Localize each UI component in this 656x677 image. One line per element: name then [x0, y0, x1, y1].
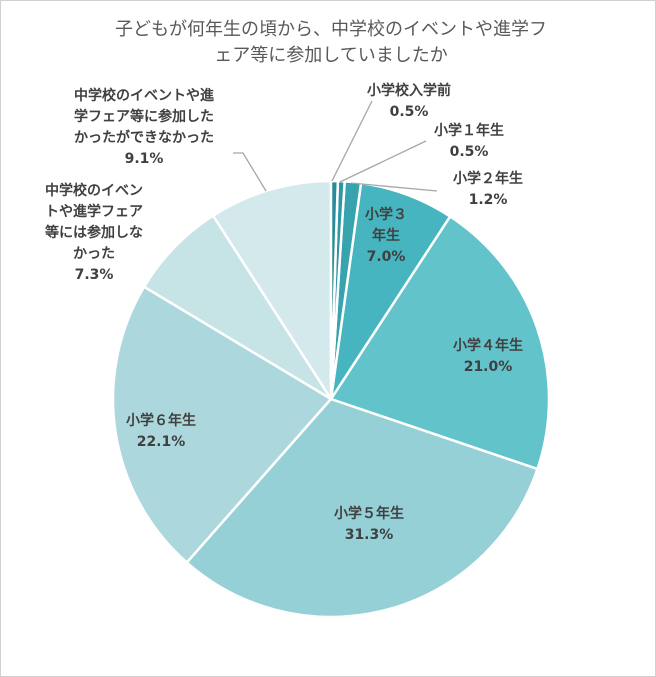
data-label: 小学３年生 7.0%: [363, 205, 409, 268]
category-label: 小学１年生: [434, 123, 504, 139]
pie-slice: [111, 285, 333, 565]
leader-lines: [233, 100, 438, 192]
value-label: 31.3%: [344, 527, 394, 543]
value-label: 22.1%: [136, 434, 186, 450]
leader-line: [339, 140, 427, 183]
leader-line: [233, 152, 267, 192]
leader-line: [331, 100, 373, 182]
category-label: 小学３年生: [365, 207, 407, 244]
value-label: 7.0%: [366, 249, 406, 265]
data-label: 小学４年生 21.0%: [428, 336, 548, 378]
value-label: 21.0%: [463, 359, 513, 375]
value-label: 7.3%: [74, 267, 114, 283]
value-label: 0.5%: [389, 104, 429, 120]
chart-title: 子どもが何年生の頃から、中学校のイベントや進学フェア等に参加していましたか: [115, 19, 547, 66]
data-label: 小学５年生 31.3%: [309, 504, 429, 546]
leader-line: [350, 182, 438, 192]
pie-slice: [329, 214, 551, 471]
category-label: 小学６年生: [126, 413, 196, 429]
category-label: 小学４年生: [453, 338, 523, 354]
data-label: 小学６年生 22.1%: [101, 411, 221, 453]
pie-slice: [329, 179, 340, 400]
value-label: 0.5%: [449, 144, 489, 160]
data-label: 小学１年生 0.5%: [409, 121, 529, 163]
data-label: 小学２年生 1.2%: [428, 169, 548, 211]
data-label: 中学校のイベントや進学フェア等に参加したかったができなかった 9.1%: [71, 86, 217, 170]
pie-slice: [211, 179, 333, 404]
data-label: 中学校のイベントや進学フェア等には参加しなかった 7.3%: [42, 181, 146, 286]
category-label: 小学２年生: [453, 171, 523, 187]
value-label: 1.2%: [468, 192, 508, 208]
category-label: 小学５年生: [334, 506, 404, 522]
category-label: 中学校のイベントや進学フェア等に参加したかったができなかった: [74, 88, 214, 146]
category-label: 小学校入学前: [367, 83, 451, 99]
data-label: 小学校入学前 0.5%: [349, 81, 469, 123]
pie-slice: [185, 397, 540, 619]
category-label: 中学校のイベントや進学フェア等には参加しなかった: [45, 183, 143, 262]
value-label: 9.1%: [124, 151, 164, 167]
pie-slice: [142, 213, 333, 401]
